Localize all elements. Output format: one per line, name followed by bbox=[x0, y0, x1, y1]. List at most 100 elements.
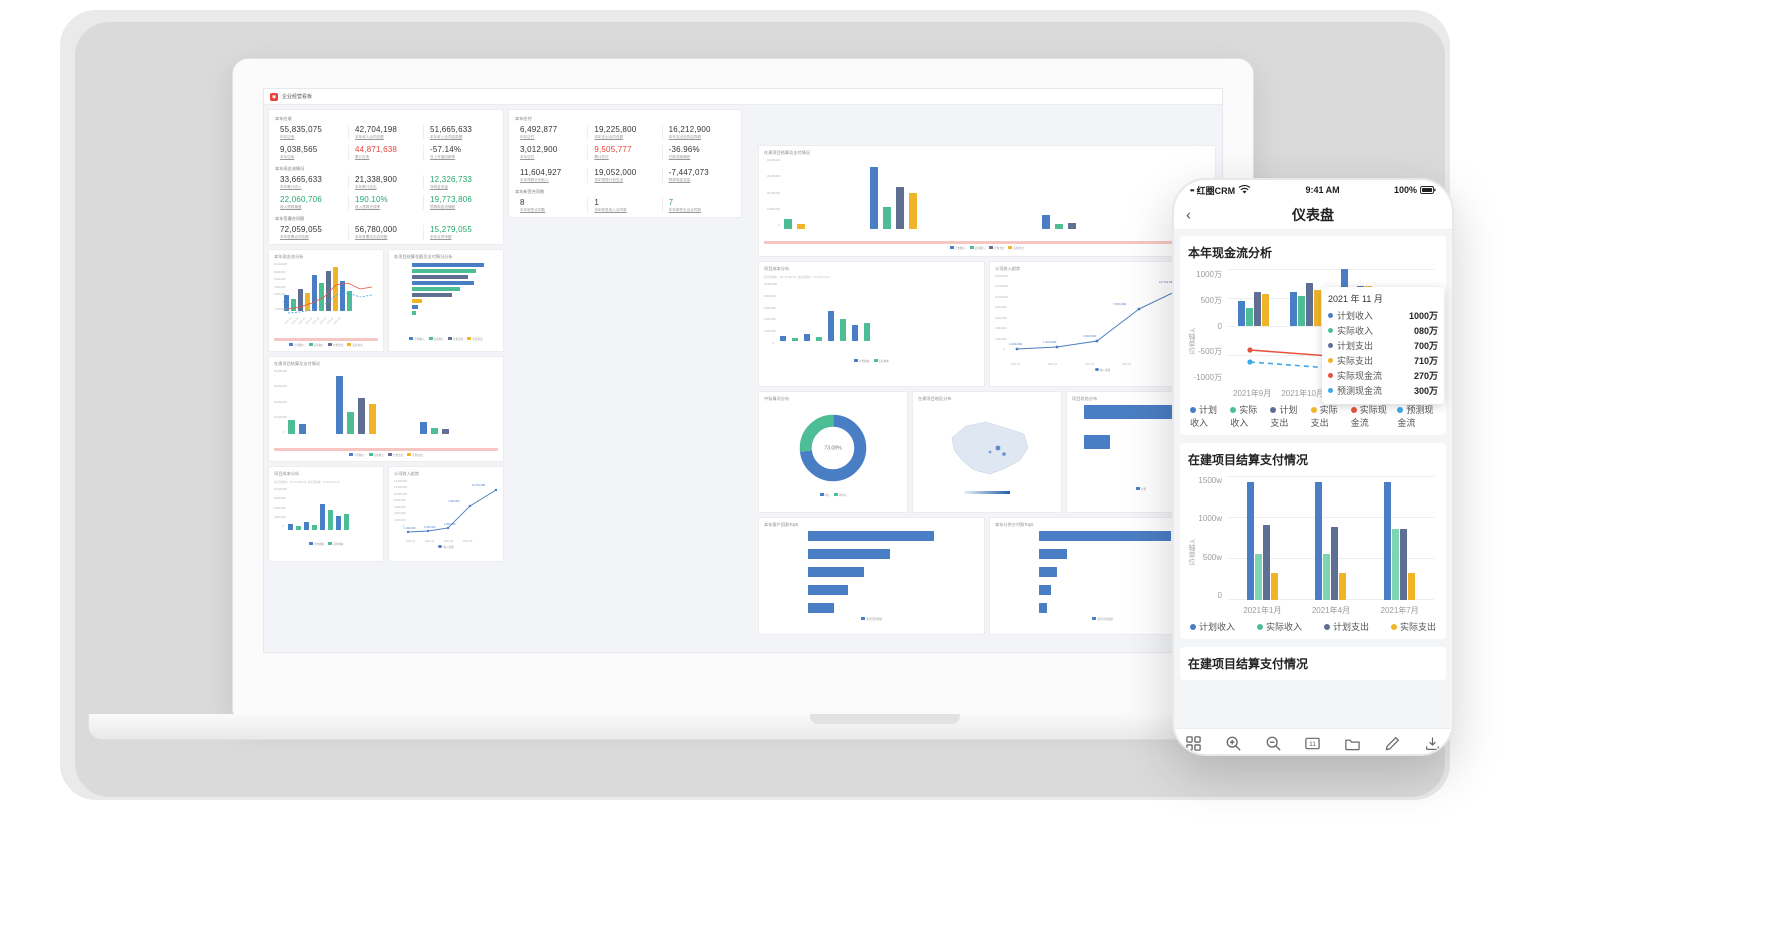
bar-group bbox=[1289, 283, 1321, 326]
bar-group bbox=[1246, 482, 1278, 600]
chart-revenue-trend: 14,000,000 12,000,000 10,000,000 8,000,000 … bbox=[394, 480, 498, 540]
panel-bid-analysis: 中标情况分析 73.08% 中标 未中标 bbox=[758, 391, 908, 513]
panel-project-cost-large: 项目成本分析 总计划成本：41,673,482.32 总实际成本：47,219,… bbox=[758, 261, 985, 387]
kpi-item: 72,059,055 本年签署合同总额 bbox=[274, 225, 348, 240]
svg-text:7,000,000: 7,000,000 bbox=[1113, 302, 1127, 306]
number-11-icon[interactable]: 11 bbox=[1303, 734, 1323, 754]
bar-series bbox=[274, 488, 378, 530]
tooltip-row: 实际收入 080万 bbox=[1328, 324, 1438, 337]
tooltip-row: 实际支出 710万 bbox=[1328, 354, 1438, 367]
dashboard-col-right: 本年应付 6,492,877 年初应付 19,225,800 本年支出合同总额 bbox=[508, 109, 1208, 562]
card-settlement-footer: 在建项目结算支付情况 bbox=[1180, 647, 1446, 680]
kpi-item: 21,338,900 本年累计支出 bbox=[348, 175, 423, 190]
kpi-label: 对上年度回款率 bbox=[430, 155, 456, 159]
svg-text:1,300,500: 1,300,500 bbox=[1043, 340, 1057, 344]
svg-text:1,000,000: 1,000,000 bbox=[1009, 342, 1023, 346]
panel-cashflow-analysis: 本年现金流分析 10,000,000 8,000,000 6,000,000 4,00… bbox=[268, 249, 384, 352]
kpi-item: 33,665,633 本年累计收入 bbox=[274, 175, 348, 190]
kpi-item: 3,012,900 本年应付 bbox=[514, 145, 587, 160]
panel-title: 各项目结算金额及支付情况分析 bbox=[394, 254, 453, 259]
chart-cost-large: 10,000,000 8,000,000 6,000,000 4,000,000 2,0… bbox=[764, 283, 979, 357]
kpi-section-title: 本年应付 bbox=[515, 116, 532, 121]
wifi-icon bbox=[1238, 185, 1251, 195]
kpi-item: 7 本年新签支出合同数 bbox=[661, 198, 736, 213]
kpi-value: 6,492,877 bbox=[520, 125, 558, 134]
x-axis-labels: 2021年1月 2021年4月 2021年7月 bbox=[1243, 606, 1419, 615]
kpi-label: 付款进度偏差 bbox=[668, 155, 691, 159]
chart-laptop-cashflow: 10,000,000 8,000,000 6,000,000 4,000,000 2,… bbox=[274, 263, 378, 323]
phone-scroll-body[interactable]: 本年现金流分析 Y轴单位 1000万 500万 0 -500万 -1000万 bbox=[1174, 230, 1452, 728]
kpi-label: 本年支出合同总额 bbox=[594, 135, 624, 139]
kpi-card-receivable: 本年应收 55,835,075 年初应收 42,704,198 本年收入合同总额 bbox=[268, 109, 504, 245]
legend-item[interactable]: 实际支出 bbox=[1390, 620, 1436, 633]
kpi-value: 7 bbox=[668, 198, 674, 207]
kpi-item: 19,052,000 本年预算计划支出 bbox=[587, 168, 661, 183]
kpi-item: 42,704,198 本年收入合同总额 bbox=[348, 125, 423, 140]
chart-settlement[interactable]: Y轴单位 1500w 1000w 500w 0 bbox=[1188, 476, 1438, 616]
kpi-value: 8 bbox=[520, 198, 525, 207]
zoom-in-icon[interactable] bbox=[1224, 734, 1244, 754]
legend-item[interactable]: 实际收入 bbox=[1256, 620, 1302, 633]
kpi-label: 本年累计支出 bbox=[355, 185, 377, 189]
legend-item[interactable]: 计划收入 bbox=[1190, 405, 1218, 428]
legend-item[interactable]: 计划支出 bbox=[1323, 620, 1369, 633]
panel-settlement-payment-large: 在建项目结算及支付情况 40,000,000 30,000,000 20,000,0… bbox=[758, 145, 1216, 257]
panel-title: 项目状态分布 bbox=[1072, 396, 1098, 401]
chart-settlement-large: 40,000,000 30,000,000 20,000,000 10,000,000… bbox=[764, 159, 1210, 239]
kpi-value: -57.14% bbox=[430, 145, 462, 154]
kpi-value: 51,665,633 bbox=[430, 125, 473, 134]
dashboard-col-left: 本年应收 55,835,075 年初应收 42,704,198 本年收入合同总额 bbox=[268, 109, 504, 562]
panel-settlement-payment: 在建项目结算及支付情况 40,000,000 30,000,000 20,000,0… bbox=[268, 356, 504, 462]
tooltip-row: 预测现金流 300万 bbox=[1328, 384, 1438, 397]
kpi-section-title: 本年新签合同数 bbox=[515, 189, 545, 194]
chart-legend: 累计回款金额 bbox=[764, 617, 979, 621]
panel-title: 项目成本分析 bbox=[764, 266, 790, 271]
kpi-item: -7,447,073 预算现金流量 bbox=[661, 168, 736, 183]
kpi-label: 本年签署合同总额 bbox=[280, 235, 309, 239]
chart-cashflow[interactable]: Y轴单位 1000万 500万 0 -500万 -1000万 bbox=[1188, 269, 1444, 404]
legend-item[interactable]: 实际支出 bbox=[1310, 405, 1338, 428]
kpi-value: 33,665,633 bbox=[280, 175, 323, 184]
panel-customer-topn: 本年客户回款Top5 累计回款金额 bbox=[758, 517, 985, 635]
pencil-icon[interactable] bbox=[1382, 734, 1402, 754]
chart-legend: 计划收入 实际收入 计划支出 实际支出 bbox=[274, 343, 378, 347]
kpi-label: 收入预算偏差 bbox=[280, 205, 302, 209]
grid-view-icon[interactable] bbox=[1184, 734, 1204, 754]
kpi-value: 9,505,777 bbox=[594, 145, 632, 154]
panel-title: 本年客户回款Top5 bbox=[764, 522, 799, 527]
legend-item[interactable]: 计划支出 bbox=[1270, 405, 1298, 428]
hbar-series bbox=[394, 263, 498, 335]
kpi-item: 8 本年新签合同数 bbox=[514, 198, 587, 213]
chevron-left-icon[interactable]: ‹ bbox=[1186, 206, 1191, 223]
kpi-item: 6,492,877 年初应付 bbox=[514, 125, 587, 140]
panel-title: 本年现金流分析 bbox=[274, 254, 304, 259]
tooltip-title: 2021 年 11 月 bbox=[1328, 294, 1383, 304]
phone-toolbar: 11 bbox=[1174, 728, 1452, 754]
kpi-value: 1 bbox=[594, 198, 599, 207]
tooltip-row: 计划支出 700万 bbox=[1328, 339, 1438, 352]
folder-icon[interactable] bbox=[1343, 734, 1363, 754]
svg-text:1,500,600: 1,500,600 bbox=[1083, 334, 1097, 338]
kpi-label: 本年预算计划支出 bbox=[594, 178, 624, 182]
status-left: •• 红圈CRM bbox=[1190, 184, 1251, 197]
kpi-value: 12,326,733 bbox=[430, 175, 473, 184]
legend-item[interactable]: 计划收入 bbox=[1190, 620, 1235, 633]
svg-text:11: 11 bbox=[1310, 741, 1317, 748]
chart-legend: 计划收入 实际收入 计划支出 实际支出 实际现金流 预测现金流 bbox=[1188, 399, 1438, 429]
chart-legend: 计划成本 实际成本 bbox=[274, 542, 378, 546]
legend-item[interactable]: 实际收入 bbox=[1230, 405, 1258, 428]
legend-item[interactable]: 预测现金流 bbox=[1397, 405, 1434, 428]
kpi-item: -57.14% 对上年度回款率 bbox=[423, 145, 498, 160]
kpi-value: 19,773,806 bbox=[430, 195, 473, 204]
battery-label: 100% bbox=[1393, 185, 1417, 195]
zoom-out-icon[interactable] bbox=[1263, 734, 1283, 754]
chart-legend: 收入金额 bbox=[394, 545, 498, 549]
y-axis: 10,000,000 8,000,000 6,000,000 4,000,000 2,0… bbox=[764, 283, 777, 345]
laptop-notch bbox=[810, 714, 960, 724]
legend-item[interactable]: 实际现金流 bbox=[1350, 405, 1387, 428]
kpi-item: 190.10% 收入预算完成率 bbox=[348, 195, 423, 210]
chart-legend: 计划收入 实际收入 计划支出 实际支出 bbox=[274, 453, 498, 457]
battery-icon bbox=[1420, 186, 1436, 194]
kpi-value: 15,279,055 bbox=[430, 225, 473, 234]
kpi-value: 55,835,075 bbox=[280, 125, 323, 134]
